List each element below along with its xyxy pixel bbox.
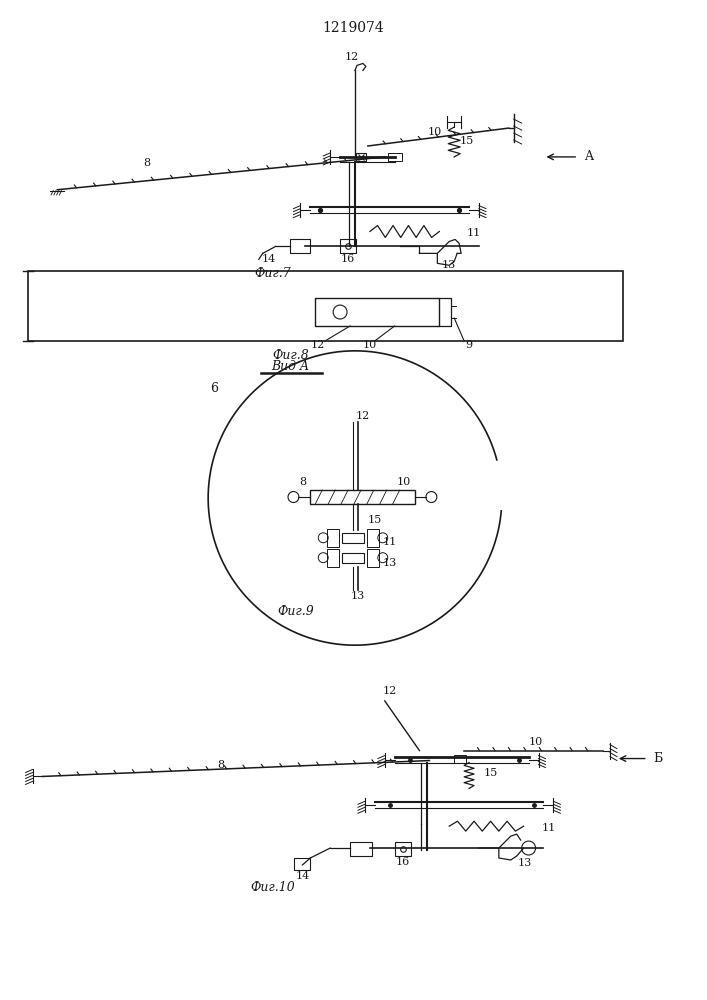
Text: Вид A: Вид A [271, 360, 310, 373]
Bar [28, 271, 623, 341]
Text: 14: 14 [296, 871, 310, 881]
Bar [291, 239, 310, 253]
Text: 16: 16 [395, 857, 410, 867]
Text: 11: 11 [382, 537, 397, 547]
Bar [356, 153, 366, 161]
Text: 12: 12 [345, 52, 359, 62]
Text: 16: 16 [341, 254, 355, 264]
Text: 8: 8 [143, 158, 150, 168]
Text: 15: 15 [484, 768, 498, 778]
Text: 11: 11 [467, 228, 481, 238]
Bar [454, 755, 466, 763]
Text: 10: 10 [528, 737, 543, 747]
Bar [350, 842, 372, 856]
Text: 9: 9 [465, 340, 473, 350]
Text: 10: 10 [427, 127, 441, 137]
Text: 15: 15 [460, 136, 474, 146]
Text: 1219074: 1219074 [322, 21, 384, 35]
Text: 12: 12 [356, 411, 370, 421]
Bar [315, 298, 439, 326]
Bar [342, 553, 364, 563]
Text: 13: 13 [442, 260, 456, 270]
Bar [310, 490, 414, 504]
Text: 6: 6 [210, 382, 218, 395]
Text: Фиг.7: Фиг.7 [255, 267, 291, 280]
Bar [367, 529, 379, 547]
Bar [340, 239, 356, 253]
Text: Б: Б [653, 752, 662, 765]
Text: 11: 11 [542, 823, 556, 833]
Bar [342, 533, 364, 543]
Bar [387, 153, 402, 161]
Text: A: A [584, 150, 592, 163]
Text: 13: 13 [351, 591, 365, 601]
Text: 13: 13 [382, 558, 397, 568]
Text: 13: 13 [518, 858, 532, 868]
Text: 14: 14 [262, 254, 276, 264]
Text: Фиг.8: Фиг.8 [272, 349, 309, 362]
Text: 12: 12 [310, 340, 325, 350]
Text: 10: 10 [363, 340, 377, 350]
Bar [367, 549, 379, 567]
Bar [327, 529, 339, 547]
Bar [295, 858, 310, 870]
Text: Фиг.10: Фиг.10 [250, 881, 295, 894]
Bar [395, 842, 411, 856]
Text: Фиг.9: Фиг.9 [277, 605, 314, 618]
Text: 12: 12 [382, 686, 397, 696]
Text: 8: 8 [299, 477, 306, 487]
Text: 10: 10 [397, 477, 411, 487]
Text: 15: 15 [368, 515, 382, 525]
Text: 8: 8 [218, 760, 225, 770]
Bar [327, 549, 339, 567]
